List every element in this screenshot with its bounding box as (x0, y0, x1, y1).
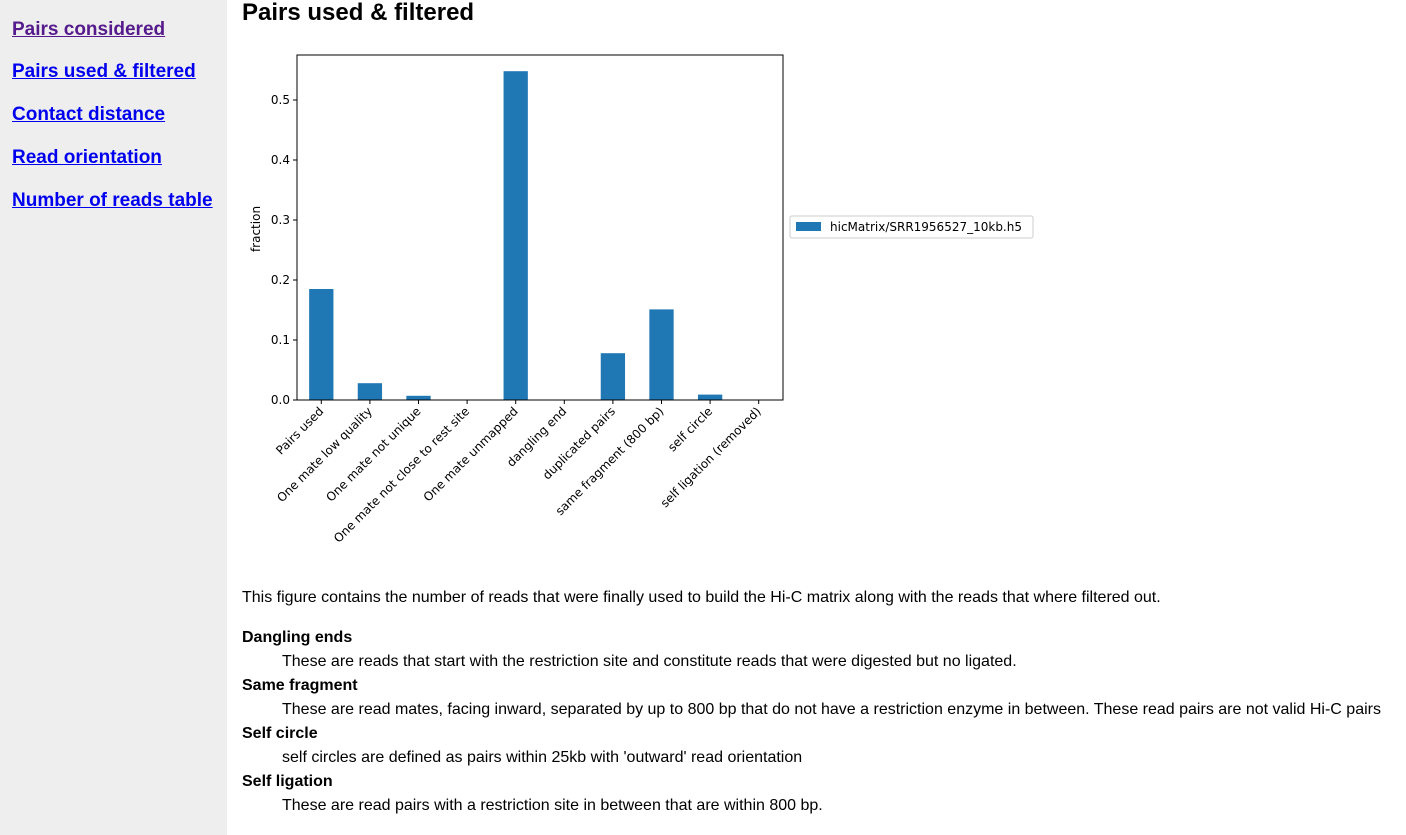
main-content: Pairs used & filtered 0.0 0.1 0.2 0.3 0.4 0.5… (242, 0, 1402, 835)
x-tick-label: self ligation (removed) (658, 404, 764, 510)
y-tick-label: 0.0 (271, 393, 290, 407)
definition-term: Self ligation (242, 773, 333, 790)
nav-link-pairs-considered[interactable]: Pairs considered (12, 19, 166, 40)
y-tick-label: 0.1 (271, 333, 290, 347)
nav-link-read-orientation[interactable]: Read orientation (12, 147, 162, 168)
legend-box (789, 215, 1034, 239)
nav-item-contact-distance: Contact distance (12, 104, 165, 126)
y-tick-label: 0.3 (271, 213, 290, 227)
bar (649, 309, 674, 400)
x-tick-label: One mate low quality (274, 404, 375, 505)
plot-frame (296, 54, 784, 401)
bar (309, 289, 334, 400)
x-tick-label: Pairs used (273, 404, 326, 457)
nav-item-read-orientation: Read orientation (12, 147, 162, 169)
y-tick-label: 0.2 (271, 273, 290, 287)
bar (357, 383, 383, 400)
nav-item-pairs-used-filtered: Pairs used & filtered (12, 61, 196, 83)
definition-text: These are read mates, facing inward, sep… (282, 701, 1381, 718)
nav-link-contact-distance[interactable]: Contact distance (12, 104, 166, 125)
bar (406, 395, 431, 400)
bar (600, 353, 626, 400)
x-tick-label: self circle (665, 404, 715, 454)
legend-entry: hicMatrix/SRR1956527_10kb.h5 (830, 220, 1022, 234)
legend-swatch (796, 222, 821, 231)
legend: hicMatrix/SRR1956527_10kb.h5 (789, 215, 1034, 239)
definition-term: Self circle (242, 725, 318, 742)
y-axis-label: fraction (249, 206, 263, 252)
y-tick-label: 0.4 (271, 153, 290, 167)
bar (697, 394, 723, 400)
y-tick-label: 0.5 (271, 93, 290, 107)
nav-link-number-of-reads-table[interactable]: Number of reads table (12, 190, 213, 211)
definition-text: These are read pairs with a restriction … (282, 797, 823, 814)
page-title: Pairs used & filtered (242, 0, 475, 26)
x-tick-label: One mate unmapped (421, 404, 521, 504)
definition-term: Dangling ends (242, 629, 353, 646)
definition-text: These are reads that start with the rest… (282, 653, 1017, 670)
nav-item-pairs-considered: Pairs considered (12, 19, 165, 41)
nav-link-pairs-used-filtered[interactable]: Pairs used & filtered (12, 61, 196, 82)
definition-term: Same fragment (242, 677, 358, 694)
figure-description: This figure contains the number of reads… (242, 589, 1161, 606)
definition-text: self circles are defined as pairs within… (282, 749, 803, 766)
x-tick-label: One mate not unique (323, 404, 423, 504)
sidebar-nav: Pairs considered Pairs used & filtered C… (0, 0, 227, 835)
bar (503, 71, 528, 400)
definitions-list: Dangling ends These are reads that start… (242, 629, 1381, 821)
nav-item-number-of-reads-table: Number of reads table (12, 190, 213, 212)
